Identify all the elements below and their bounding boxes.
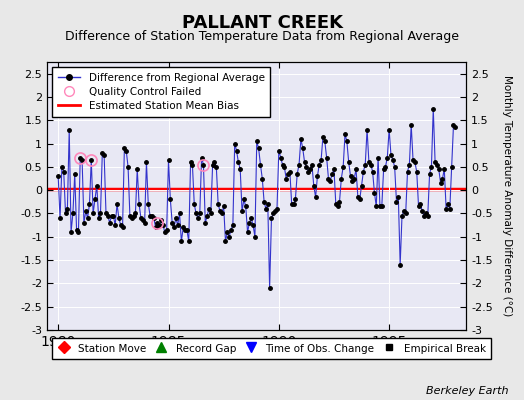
Text: Difference of Station Temperature Data from Regional Average: Difference of Station Temperature Data f… <box>65 30 459 43</box>
Legend: Difference from Regional Average, Quality Control Failed, Estimated Station Mean: Difference from Regional Average, Qualit… <box>52 67 270 117</box>
Y-axis label: Monthly Temperature Anomaly Difference (°C): Monthly Temperature Anomaly Difference (… <box>503 75 512 317</box>
Text: PALLANT CREEK: PALLANT CREEK <box>181 14 343 32</box>
Text: Berkeley Earth: Berkeley Earth <box>426 386 508 396</box>
Legend: Station Move, Record Gap, Time of Obs. Change, Empirical Break: Station Move, Record Gap, Time of Obs. C… <box>52 338 491 359</box>
